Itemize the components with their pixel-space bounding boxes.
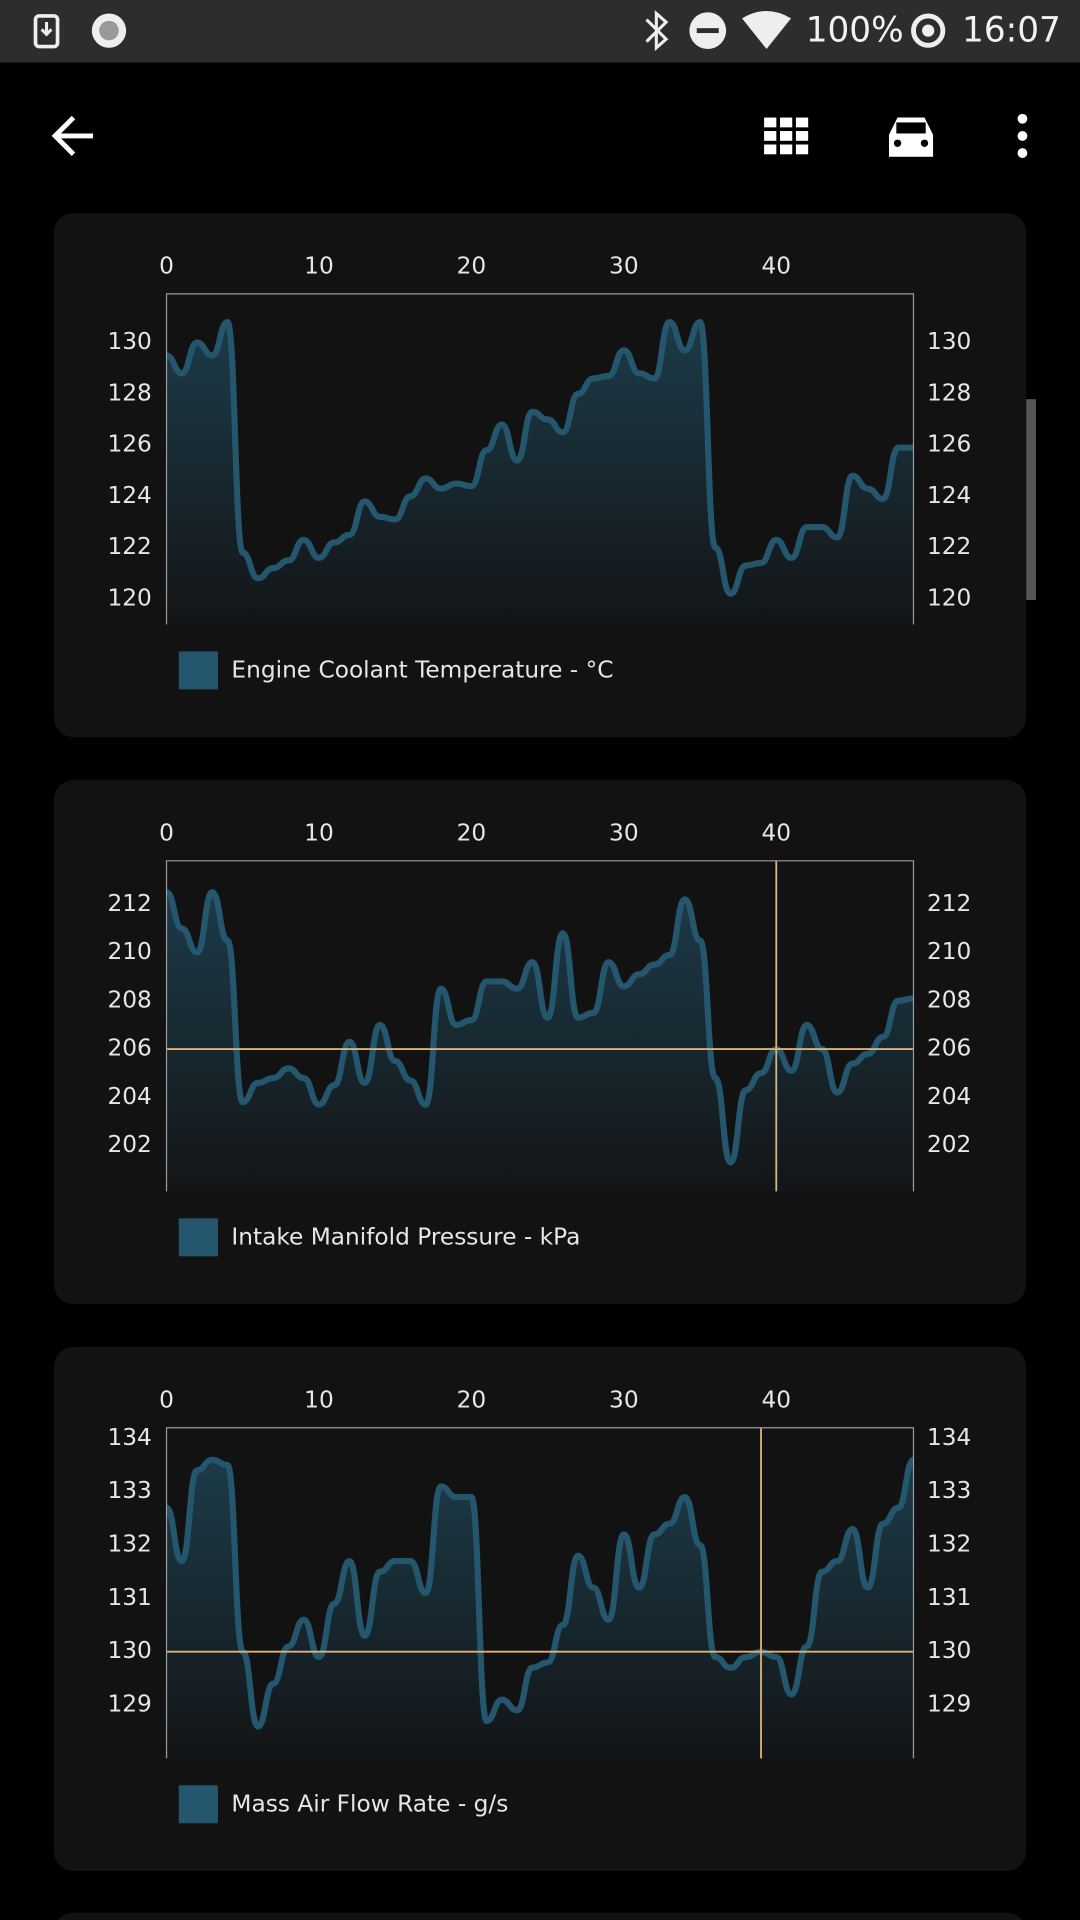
y-tick-label: 134	[107, 1424, 151, 1451]
area-fill	[166, 322, 914, 625]
y2-tick-label: 120	[927, 584, 971, 611]
x-tick-label: 10	[304, 252, 334, 279]
vehicle-button[interactable]	[888, 117, 934, 157]
plot-frame	[165, 1427, 915, 1759]
bluetooth-icon	[645, 10, 669, 52]
more-button[interactable]	[1017, 113, 1028, 158]
clock: 16:07	[962, 10, 1061, 50]
y-tick-label: 132	[107, 1531, 151, 1558]
sync-icon-dot	[922, 24, 935, 37]
x-tick-label: 30	[609, 1386, 639, 1413]
y-tick-label: 129	[107, 1691, 151, 1718]
x-tick-label: 10	[304, 819, 334, 846]
legend-swatch	[178, 1785, 218, 1824]
x-tick-label: 40	[761, 1386, 791, 1413]
y2-tick-label: 208	[927, 986, 971, 1013]
app-bar	[51, 113, 1028, 158]
chart-card: Intake Manifold Pressure - kPa 0 10 20 30 40 2…	[53, 780, 1027, 1305]
x-tick-label: 30	[609, 819, 639, 846]
status-bar: 100% 16:07	[0, 0, 1080, 63]
record-icon-inner	[99, 20, 119, 41]
sync-icon	[911, 13, 946, 48]
y2-tick-label: 206	[927, 1035, 971, 1062]
y-tick-label: 133	[107, 1477, 151, 1504]
y2-tick-label: 132	[927, 1531, 971, 1558]
charts: Engine Coolant Temperature - °C 0 10 20 30 40…	[53, 213, 1027, 1872]
grid-button[interactable]	[764, 117, 809, 155]
y2-tick-label: 131	[927, 1584, 971, 1611]
back-button[interactable]	[51, 115, 94, 157]
wifi-icon	[742, 11, 792, 49]
next-card	[57, 1912, 1023, 1920]
x-tick-label: 20	[457, 819, 487, 846]
plot-frame	[165, 293, 915, 625]
y2-tick-label: 212	[927, 890, 971, 917]
chart-card: Mass Air Flow Rate - g/s 0 10 20 30 40 129 130 1…	[53, 1346, 1027, 1872]
status-bar-bg	[0, 0, 1080, 63]
y2-tick-label: 128	[927, 379, 971, 406]
y2-tick-label: 204	[927, 1083, 971, 1110]
series-line	[166, 1456, 914, 1730]
x-tick-label: 40	[761, 252, 791, 279]
y2-tick-label: 126	[927, 431, 971, 458]
area-fill	[166, 892, 914, 1192]
y-tick-label: 130	[107, 1637, 151, 1664]
legend-label: Engine Coolant Temperature - °C	[231, 657, 613, 684]
dnd-bar	[696, 28, 719, 34]
y2-tick-label: 122	[927, 533, 971, 560]
x-tick-label: 20	[457, 1386, 487, 1413]
x-tick-label: 10	[304, 1386, 334, 1413]
y2-tick-label: 130	[927, 1637, 971, 1664]
y-tick-label: 128	[107, 379, 151, 406]
y-tick-label: 206	[107, 1035, 151, 1062]
plot-frame	[165, 860, 915, 1192]
y2-tick-label: 124	[927, 482, 971, 509]
y-tick-label: 204	[107, 1083, 151, 1110]
legend-label: Intake Manifold Pressure - kPa	[231, 1223, 580, 1250]
y-tick-label: 122	[107, 533, 151, 560]
y-tick-label: 212	[107, 890, 151, 917]
y2-tick-label: 129	[927, 1691, 971, 1718]
battery-text: 100%	[806, 10, 904, 50]
y2-tick-label: 202	[927, 1131, 971, 1158]
y-tick-label: 131	[107, 1584, 151, 1611]
x-tick-label: 0	[159, 252, 174, 279]
area-fill	[166, 1459, 914, 1759]
x-tick-label: 20	[457, 252, 487, 279]
y-tick-label: 126	[107, 431, 151, 458]
y-tick-label: 120	[107, 584, 151, 611]
y-tick-label: 210	[107, 938, 151, 965]
y2-tick-label: 134	[927, 1424, 971, 1451]
chart-card: Engine Coolant Temperature - °C 0 10 20 30 40…	[53, 213, 1027, 738]
y-tick-label: 208	[107, 986, 151, 1013]
series-line	[166, 889, 914, 1166]
legend-swatch	[178, 1218, 218, 1257]
x-tick-label: 30	[609, 252, 639, 279]
y-tick-label: 202	[107, 1131, 151, 1158]
download-arrow	[40, 22, 53, 37]
x-tick-label: 0	[159, 1386, 174, 1413]
download-icon	[33, 14, 60, 49]
x-tick-label: 40	[761, 819, 791, 846]
x-tick-label: 0	[159, 819, 174, 846]
y-tick-label: 124	[107, 482, 151, 509]
legend-label: Mass Air Flow Rate - g/s	[231, 1790, 508, 1817]
y2-tick-label: 133	[927, 1477, 971, 1504]
y-tick-label: 130	[107, 328, 151, 355]
scrollbar	[1026, 399, 1036, 600]
y2-tick-label: 210	[927, 938, 971, 965]
series-line	[166, 319, 914, 597]
y2-tick-label: 130	[927, 328, 971, 355]
legend-swatch	[178, 651, 218, 690]
